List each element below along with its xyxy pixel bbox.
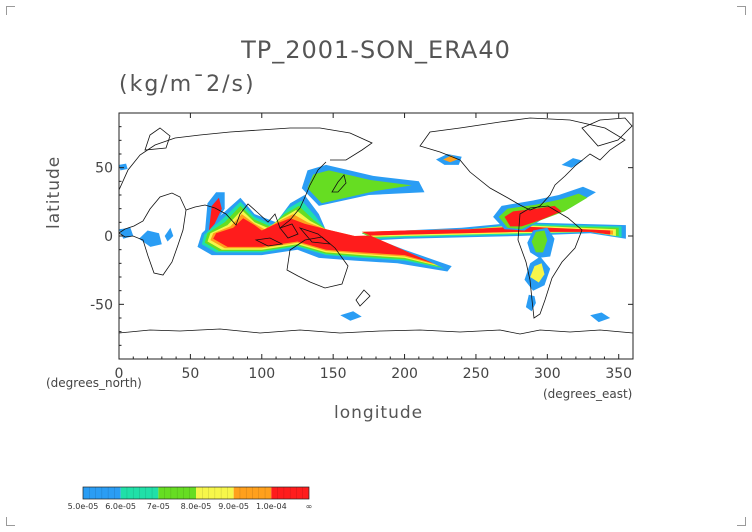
x-axis-ticks: 0 50 100 150 200 250 300 350: [115, 113, 632, 382]
precip-region-10: [208, 197, 222, 231]
coastline-north-america: [419, 117, 626, 211]
colorbar-level-label: 1.0e-04: [255, 502, 287, 511]
colorbar-swatch: [271, 487, 309, 499]
coastline-greenland: [581, 117, 633, 147]
precip-regions-layer: [119, 154, 626, 323]
y-tick-label: 0: [104, 229, 113, 245]
precip-region-17: [525, 294, 536, 312]
colorbar-swatch: [233, 487, 272, 499]
x-unit-label: (degrees_east): [543, 387, 633, 401]
x-tick-label: 350: [605, 366, 632, 382]
coastline-africa: [119, 192, 187, 276]
coastline-indonesia-2: [279, 223, 299, 239]
colorbar-level-label: 6.0e-05: [105, 502, 137, 511]
colorbar-swatch: [196, 487, 234, 499]
crop-mark-top-left: [6, 6, 15, 15]
colorbar-level-label: 9.0e-05: [218, 502, 250, 511]
colorbar: [82, 486, 310, 500]
coastline-eurasia-south: [185, 161, 327, 229]
precip-region-22: [164, 227, 174, 242]
precip-region-16: [530, 263, 545, 283]
crop-mark-bottom-right: [737, 517, 746, 526]
coastline-south-america: [517, 205, 583, 319]
y-unit-label: (degrees_north): [46, 376, 142, 390]
crop-mark-bottom-left: [6, 517, 15, 526]
x-tick-label: 200: [391, 366, 418, 382]
crop-mark-top-right: [737, 6, 746, 15]
colorbar-swatch: [158, 487, 196, 499]
coastlines-layer: [119, 117, 633, 335]
coastline-japan: [331, 174, 347, 193]
colorbar-level-label: 7e-05: [146, 502, 170, 511]
colorbar-swatch: [83, 487, 121, 499]
units-label: (kg/m¯2/s): [119, 72, 256, 97]
precip-region-25: [119, 163, 128, 171]
x-tick-label: 0: [115, 366, 124, 382]
coastline-indonesia-1: [254, 237, 284, 247]
precip-region-23: [340, 311, 362, 321]
precip-region-24: [590, 312, 611, 323]
y-tick-label: 50: [95, 161, 113, 177]
colorbar-level-label: 5.0e-05: [67, 502, 99, 511]
x-tick-label: 50: [181, 366, 199, 382]
colorbar-frame: [82, 486, 310, 500]
precip-region-19: [531, 230, 548, 253]
x-tick-label: 300: [534, 366, 561, 382]
precip-region-21: [139, 230, 162, 247]
colorbar-swatch: [120, 487, 159, 499]
coastline-eurasia-north: [119, 127, 373, 191]
chart-title: TP_2001-SON_ERA40: [241, 36, 511, 64]
x-axis-label: longitude: [334, 403, 424, 423]
coastline-australia: [286, 236, 349, 289]
colorbar-level-label: ∞: [305, 502, 313, 511]
coastline-new-zealand: [355, 289, 371, 307]
y-tick-label: -50: [90, 297, 113, 313]
x-tick-label: 150: [320, 366, 347, 382]
precip-region-8: [504, 205, 562, 227]
coastline-scandinavia: [144, 127, 171, 151]
x-tick-label: 250: [463, 366, 490, 382]
y-axis-ticks: -50 0 50: [90, 126, 633, 346]
x-tick-label: 100: [248, 366, 275, 382]
colorbar-level-label: 8.0e-05: [180, 502, 212, 511]
precip-region-26: [561, 158, 583, 168]
coastline-antarctica: [119, 328, 633, 335]
precip-region-12: [307, 170, 412, 204]
colorbar-labels: 5.0e-05 6.0e-05 7e-05 8.0e-05 9.0e-05 1.0e-04…: [0, 502, 752, 514]
